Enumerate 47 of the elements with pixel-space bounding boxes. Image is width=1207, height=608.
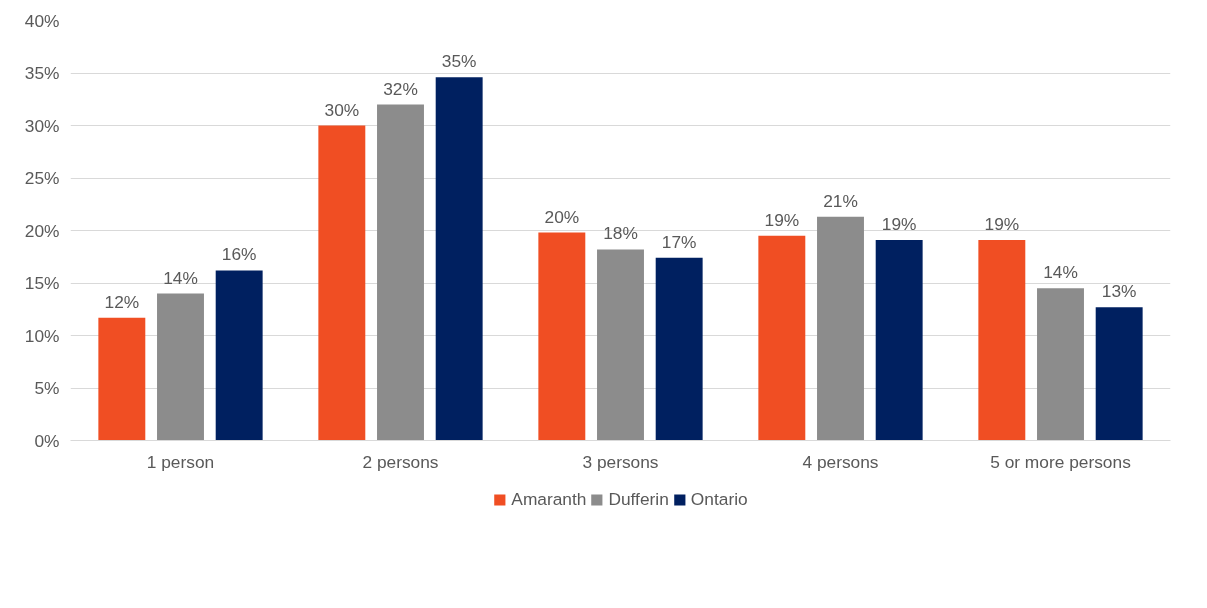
data-label: 19%	[881, 213, 917, 234]
bar	[1037, 288, 1084, 441]
data-label: 32%	[383, 78, 418, 99]
bar	[318, 125, 366, 441]
data-label: 19%	[984, 213, 1020, 234]
data-label: 14%	[163, 267, 198, 288]
bar	[597, 249, 644, 441]
bar	[215, 270, 263, 441]
data-label: 16%	[221, 244, 257, 265]
y-tick-label: 10%	[24, 325, 60, 346]
y-tick-label: 5%	[34, 378, 60, 398]
data-label: 35%	[441, 51, 477, 72]
data-label: 13%	[1101, 281, 1137, 302]
bar	[1095, 307, 1143, 441]
y-tick-label: 30%	[24, 115, 60, 136]
bar	[377, 104, 424, 441]
data-label: 30%	[324, 99, 360, 120]
x-tick-label: 4 persons	[802, 451, 879, 472]
y-tick-label: 25%	[24, 168, 60, 188]
data-label: 14%	[1043, 262, 1078, 283]
x-tick-label: 2 persons	[362, 451, 439, 472]
bar	[978, 239, 1026, 441]
x-tick-label: 3 persons	[582, 451, 659, 472]
y-tick-label: 20%	[24, 220, 60, 241]
y-tick-label: 35%	[24, 63, 60, 83]
y-tick-label: 15%	[24, 273, 60, 293]
bar	[875, 239, 923, 441]
legend-label: Ontario	[690, 488, 748, 510]
y-tick-label: 0%	[34, 430, 60, 451]
data-label: 18%	[603, 223, 638, 244]
bar	[655, 257, 703, 441]
bar	[817, 216, 864, 441]
data-label: 12%	[104, 291, 140, 312]
data-label: 20%	[544, 206, 580, 227]
legend-label: Amaranth	[511, 488, 587, 510]
bar	[538, 232, 586, 441]
x-tick-label: 1 person	[146, 451, 215, 472]
y-tick-label: 40%	[24, 10, 60, 31]
legend-label: Dufferin	[608, 488, 669, 510]
bar	[758, 235, 806, 441]
bar	[98, 317, 146, 441]
data-label: 21%	[823, 190, 858, 211]
bar	[435, 77, 483, 441]
data-label: 17%	[661, 231, 697, 252]
x-tick-label: 5 or more persons	[990, 451, 1132, 472]
data-label: 19%	[764, 209, 800, 230]
bar	[157, 293, 204, 441]
